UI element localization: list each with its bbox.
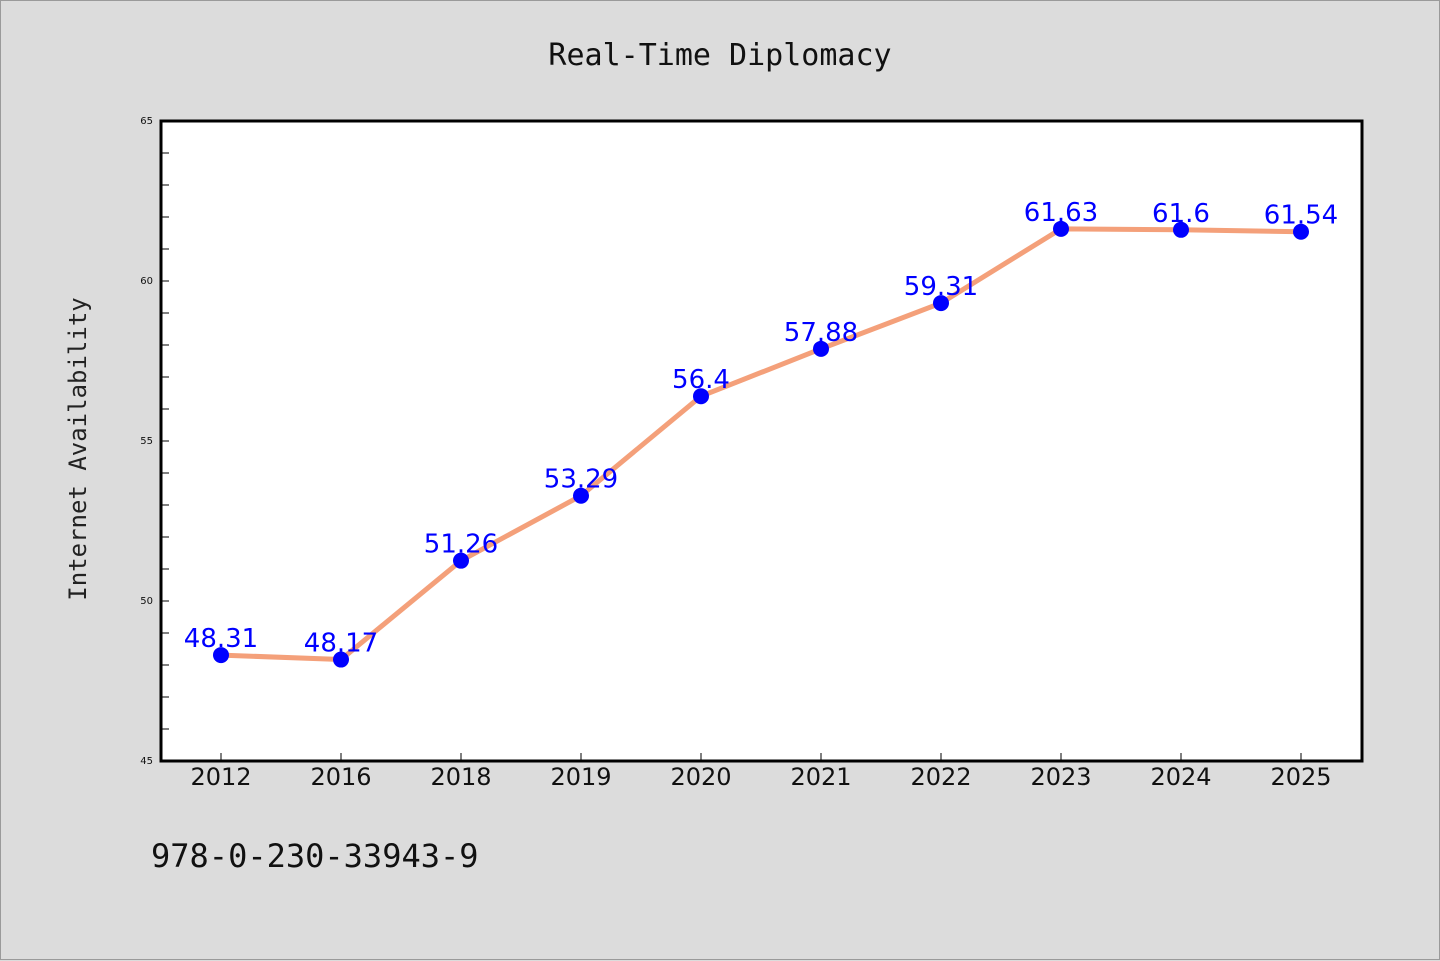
data-point-marker xyxy=(573,487,589,504)
x-tick-label: 2023 xyxy=(1030,763,1091,791)
series-line-group xyxy=(218,226,1304,663)
markers-group xyxy=(213,220,1309,668)
x-tick-label: 2019 xyxy=(550,763,611,791)
data-point-marker xyxy=(813,340,829,357)
data-point-marker xyxy=(1053,220,1069,237)
x-tick-label: 2020 xyxy=(670,763,731,791)
data-label: 56.4 xyxy=(672,365,730,395)
x-tick-label: 2022 xyxy=(910,763,971,791)
chart-title: Real-Time Diplomacy xyxy=(548,38,891,73)
data-point-marker xyxy=(933,295,949,312)
y-tick-label: 65 xyxy=(140,116,153,127)
y-tick-label: 45 xyxy=(140,756,153,767)
data-label: 51.26 xyxy=(424,530,498,560)
data-label: 48.31 xyxy=(184,624,258,654)
y-tick-label: 60 xyxy=(140,276,153,287)
isbn-footer: 978-0-230-33943-9 xyxy=(151,837,479,875)
x-tick-label: 2021 xyxy=(790,763,851,791)
data-label: 48.17 xyxy=(304,629,378,659)
y-tick-label: 50 xyxy=(140,596,153,607)
data-point-marker xyxy=(1293,223,1309,240)
x-tick-label: 2025 xyxy=(1270,763,1331,791)
y-axis-label: Internet Availability xyxy=(64,297,92,600)
data-label: 57.88 xyxy=(784,318,858,348)
data-label: 61.54 xyxy=(1264,201,1338,231)
data-point-marker xyxy=(693,388,709,405)
x-tick-label: 2018 xyxy=(430,763,491,791)
y-tick-label: 55 xyxy=(140,436,153,447)
series-line xyxy=(218,226,1304,663)
data-point-marker xyxy=(213,647,229,664)
data-label: 59.31 xyxy=(904,272,978,302)
data-label: 61.6 xyxy=(1152,199,1210,229)
data-point-marker xyxy=(333,651,349,668)
y-minor-ticks xyxy=(161,120,169,762)
data-label: 61.63 xyxy=(1024,198,1098,228)
data-point-marker xyxy=(1173,221,1189,238)
x-tick-label: 2012 xyxy=(190,763,251,791)
x-tick-label: 2016 xyxy=(310,763,371,791)
y-axis-ticks: 45 50 55 60 65 xyxy=(140,116,153,767)
x-tick-label: 2024 xyxy=(1150,763,1211,791)
data-labels-group: 48.31 48.17 51.26 53.29 56.4 57.88 59.31 61.63 6… xyxy=(184,198,1338,659)
x-axis-ticks: 2012 2016 2018 2019 2020 2021 2022 2023 2024 2025 xyxy=(190,753,1332,791)
data-label: 53.29 xyxy=(544,465,618,495)
data-point-marker xyxy=(453,552,469,569)
